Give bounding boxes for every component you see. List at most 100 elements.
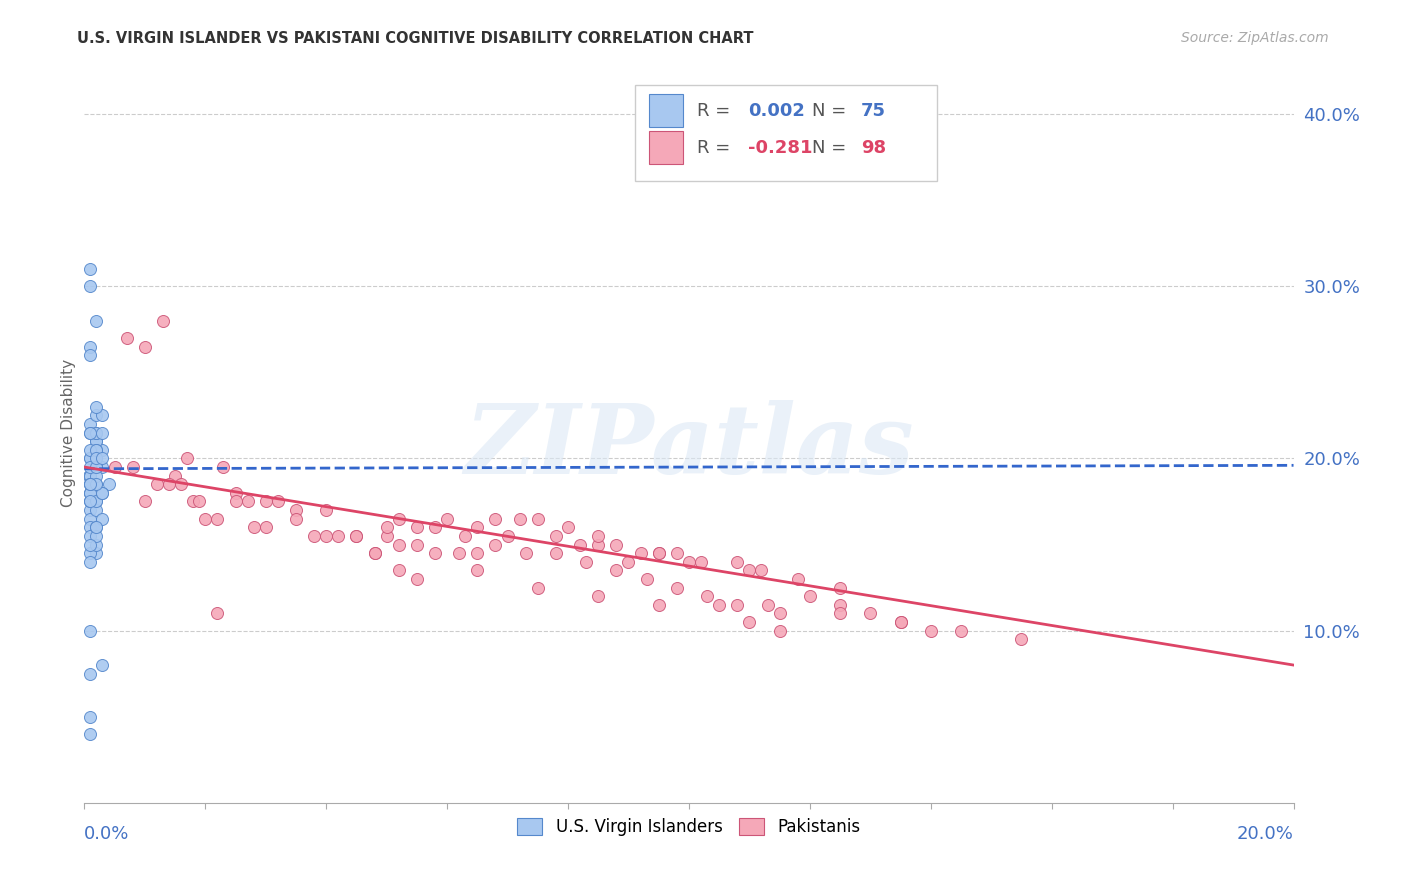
Text: N =: N = [813,138,852,157]
Point [648,546,671,560]
Point [285,503,308,517]
Point [527,581,550,595]
Point [115,331,138,345]
Point [86,494,108,508]
Point [751,563,773,577]
Point [678,555,700,569]
Point [254,520,277,534]
Point [388,537,411,551]
Point [725,598,748,612]
Point [267,494,290,508]
Point [86,460,108,475]
Point [79,520,101,534]
Point [236,494,259,508]
Point [79,442,101,457]
Point [86,546,108,560]
Point [86,425,108,440]
Point [328,529,350,543]
Point [225,486,247,500]
Point [544,529,567,543]
Point [91,425,114,440]
Point [544,546,567,560]
Point [79,477,101,491]
Point [79,339,101,353]
Point [91,486,114,500]
Point [86,503,108,517]
Point [756,598,779,612]
Point [467,520,489,534]
Point [484,537,506,551]
Point [588,537,610,551]
Point [86,434,108,449]
Point [388,512,411,526]
Point [738,615,761,629]
Point [86,460,108,475]
Point [496,529,519,543]
Text: 0.0%: 0.0% [84,825,129,843]
Point [79,451,101,466]
Point [769,607,792,621]
Point [254,494,277,508]
Point [696,589,718,603]
Point [363,546,385,560]
Point [79,537,101,551]
Point [799,589,821,603]
Point [617,555,640,569]
Point [97,477,120,491]
Point [79,486,101,500]
Point [86,425,108,440]
Point [648,598,671,612]
Point [588,589,610,603]
Point [86,451,108,466]
Point [950,624,973,638]
Point [86,460,108,475]
Text: 0.002: 0.002 [748,102,806,120]
Point [557,520,579,534]
Point [79,494,101,508]
Point [509,512,531,526]
Point [194,512,217,526]
Point [91,486,114,500]
Point [152,314,174,328]
Point [527,512,550,526]
Point [665,581,688,595]
FancyBboxPatch shape [634,85,936,181]
Point [375,529,398,543]
FancyBboxPatch shape [650,131,683,164]
Point [406,537,429,551]
Text: 75: 75 [860,102,886,120]
Point [605,563,627,577]
Point [890,615,912,629]
Point [769,624,792,638]
Point [79,460,101,475]
Point [242,520,264,534]
Y-axis label: Cognitive Disability: Cognitive Disability [60,359,76,507]
Point [86,520,108,534]
Point [449,546,471,560]
Point [79,727,101,741]
Point [79,709,101,723]
Point [79,477,101,491]
Point [605,537,627,551]
Point [1011,632,1033,647]
Point [388,563,411,577]
Point [575,555,598,569]
Point [91,512,114,526]
Point [467,563,489,577]
Point [79,468,101,483]
Point [79,477,101,491]
Point [134,339,156,353]
Point [146,477,169,491]
Point [406,520,429,534]
Point [569,537,592,551]
Text: U.S. VIRGIN ISLANDER VS PAKISTANI COGNITIVE DISABILITY CORRELATION CHART: U.S. VIRGIN ISLANDER VS PAKISTANI COGNIT… [77,31,754,46]
Text: 98: 98 [860,138,886,157]
Point [86,460,108,475]
Point [86,442,108,457]
Point [302,529,325,543]
Point [82,425,104,440]
Point [79,425,101,440]
Point [830,581,852,595]
Point [484,512,506,526]
Point [79,555,101,569]
